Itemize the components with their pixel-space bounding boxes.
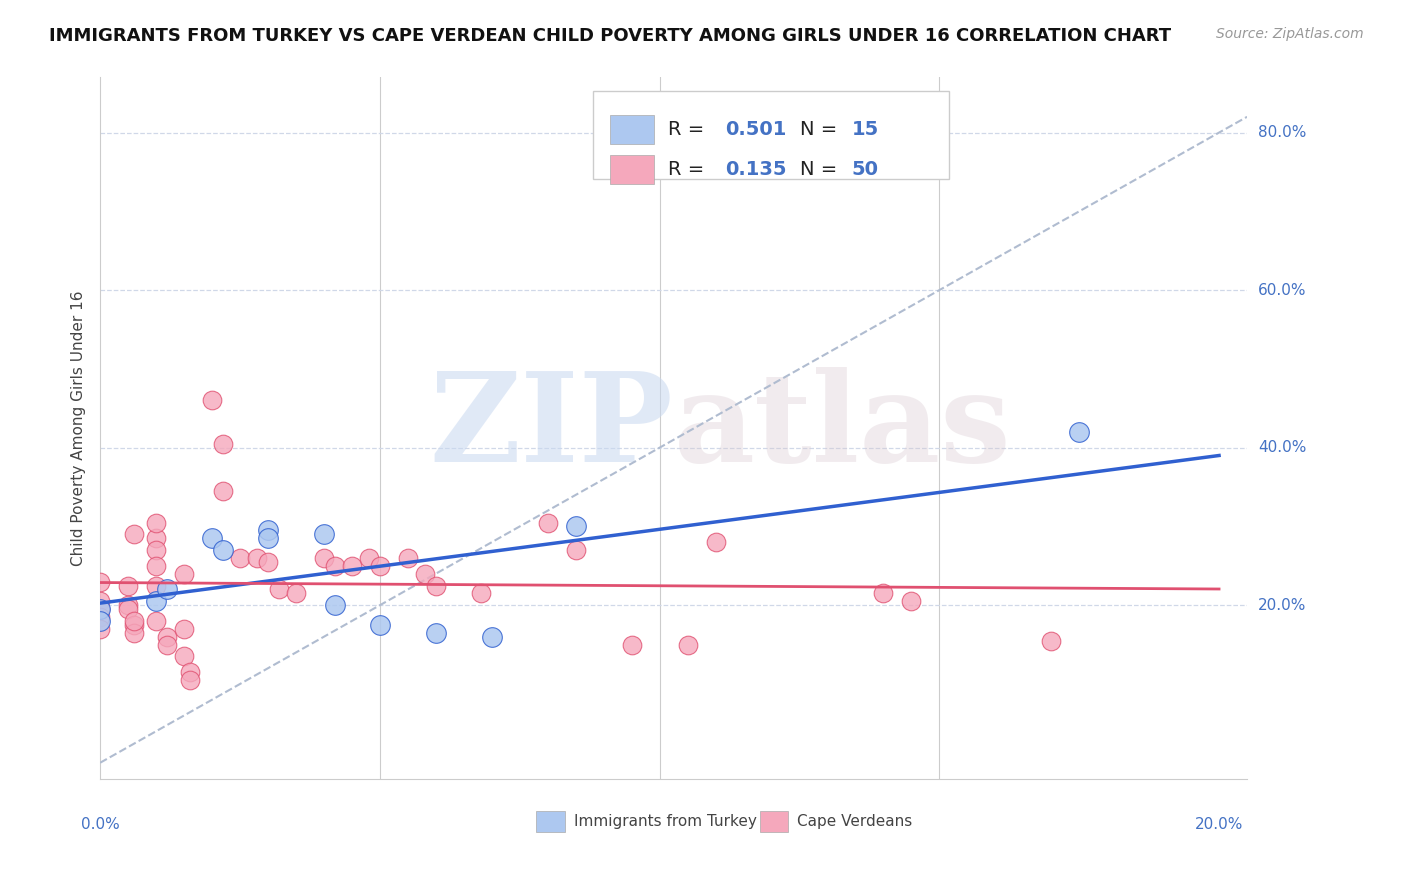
Point bbox=[117, 578, 139, 592]
Point bbox=[425, 578, 447, 592]
Text: 80.0%: 80.0% bbox=[1258, 125, 1306, 140]
Point bbox=[89, 622, 111, 636]
Point bbox=[564, 519, 586, 533]
FancyBboxPatch shape bbox=[759, 812, 789, 832]
Point bbox=[145, 578, 167, 592]
Point bbox=[676, 638, 699, 652]
Point bbox=[173, 622, 195, 636]
FancyBboxPatch shape bbox=[536, 812, 565, 832]
Y-axis label: Child Poverty Among Girls Under 16: Child Poverty Among Girls Under 16 bbox=[72, 290, 86, 566]
Point bbox=[257, 555, 280, 569]
Text: Cape Verdeans: Cape Verdeans bbox=[797, 814, 912, 830]
Point bbox=[201, 531, 224, 545]
Point bbox=[89, 602, 111, 616]
Point bbox=[145, 531, 167, 545]
Text: R =: R = bbox=[668, 120, 710, 139]
Point bbox=[257, 531, 280, 545]
Point bbox=[122, 618, 145, 632]
Point bbox=[179, 665, 201, 680]
Point bbox=[122, 614, 145, 628]
Point bbox=[212, 483, 235, 498]
Point bbox=[89, 610, 111, 624]
Point bbox=[368, 618, 391, 632]
Text: 50: 50 bbox=[852, 160, 879, 179]
Point bbox=[89, 614, 111, 628]
Text: Immigrants from Turkey: Immigrants from Turkey bbox=[574, 814, 756, 830]
Point bbox=[117, 598, 139, 612]
Point bbox=[145, 543, 167, 558]
Point bbox=[89, 594, 111, 608]
Text: IMMIGRANTS FROM TURKEY VS CAPE VERDEAN CHILD POVERTY AMONG GIRLS UNDER 16 CORREL: IMMIGRANTS FROM TURKEY VS CAPE VERDEAN C… bbox=[49, 27, 1171, 45]
Point bbox=[425, 625, 447, 640]
Point bbox=[340, 558, 363, 573]
FancyBboxPatch shape bbox=[610, 155, 654, 185]
Point bbox=[156, 638, 179, 652]
Point bbox=[564, 543, 586, 558]
Point bbox=[620, 638, 643, 652]
Point bbox=[156, 630, 179, 644]
Point bbox=[145, 516, 167, 530]
Point bbox=[1040, 633, 1063, 648]
Point bbox=[89, 574, 111, 589]
Text: atlas: atlas bbox=[673, 368, 1011, 489]
Text: 0.135: 0.135 bbox=[725, 160, 787, 179]
FancyBboxPatch shape bbox=[610, 114, 654, 144]
Point bbox=[145, 614, 167, 628]
Point bbox=[212, 436, 235, 450]
Point bbox=[323, 558, 346, 573]
Point bbox=[413, 566, 436, 581]
Point bbox=[212, 543, 235, 558]
Point bbox=[89, 602, 111, 616]
Text: ZIP: ZIP bbox=[430, 368, 673, 489]
Text: 0.501: 0.501 bbox=[725, 120, 786, 139]
Point bbox=[470, 586, 492, 600]
Point bbox=[156, 582, 179, 597]
Text: 20.0%: 20.0% bbox=[1258, 598, 1306, 613]
Point bbox=[357, 551, 380, 566]
Point bbox=[284, 586, 307, 600]
FancyBboxPatch shape bbox=[593, 92, 949, 179]
Point bbox=[872, 586, 894, 600]
Text: R =: R = bbox=[668, 160, 710, 179]
Text: 40.0%: 40.0% bbox=[1258, 440, 1306, 455]
Point bbox=[173, 649, 195, 664]
Point bbox=[246, 551, 269, 566]
Point bbox=[704, 535, 727, 549]
Text: 60.0%: 60.0% bbox=[1258, 283, 1306, 298]
Point bbox=[173, 566, 195, 581]
Point bbox=[1069, 425, 1091, 439]
Point bbox=[179, 673, 201, 687]
Point bbox=[900, 594, 922, 608]
Text: N =: N = bbox=[800, 160, 844, 179]
Text: 20.0%: 20.0% bbox=[1195, 817, 1243, 832]
Point bbox=[145, 558, 167, 573]
Point bbox=[229, 551, 252, 566]
Point bbox=[312, 551, 335, 566]
Text: 15: 15 bbox=[852, 120, 879, 139]
Point bbox=[323, 598, 346, 612]
Text: 0.0%: 0.0% bbox=[80, 817, 120, 832]
Point bbox=[312, 527, 335, 541]
Point bbox=[145, 594, 167, 608]
Point bbox=[368, 558, 391, 573]
Point bbox=[396, 551, 419, 566]
Point bbox=[122, 527, 145, 541]
Point bbox=[269, 582, 291, 597]
Point bbox=[201, 393, 224, 408]
Text: N =: N = bbox=[800, 120, 844, 139]
Point bbox=[537, 516, 560, 530]
Point bbox=[122, 625, 145, 640]
Text: Source: ZipAtlas.com: Source: ZipAtlas.com bbox=[1216, 27, 1364, 41]
Point bbox=[117, 602, 139, 616]
Point bbox=[257, 524, 280, 538]
Point bbox=[481, 630, 503, 644]
